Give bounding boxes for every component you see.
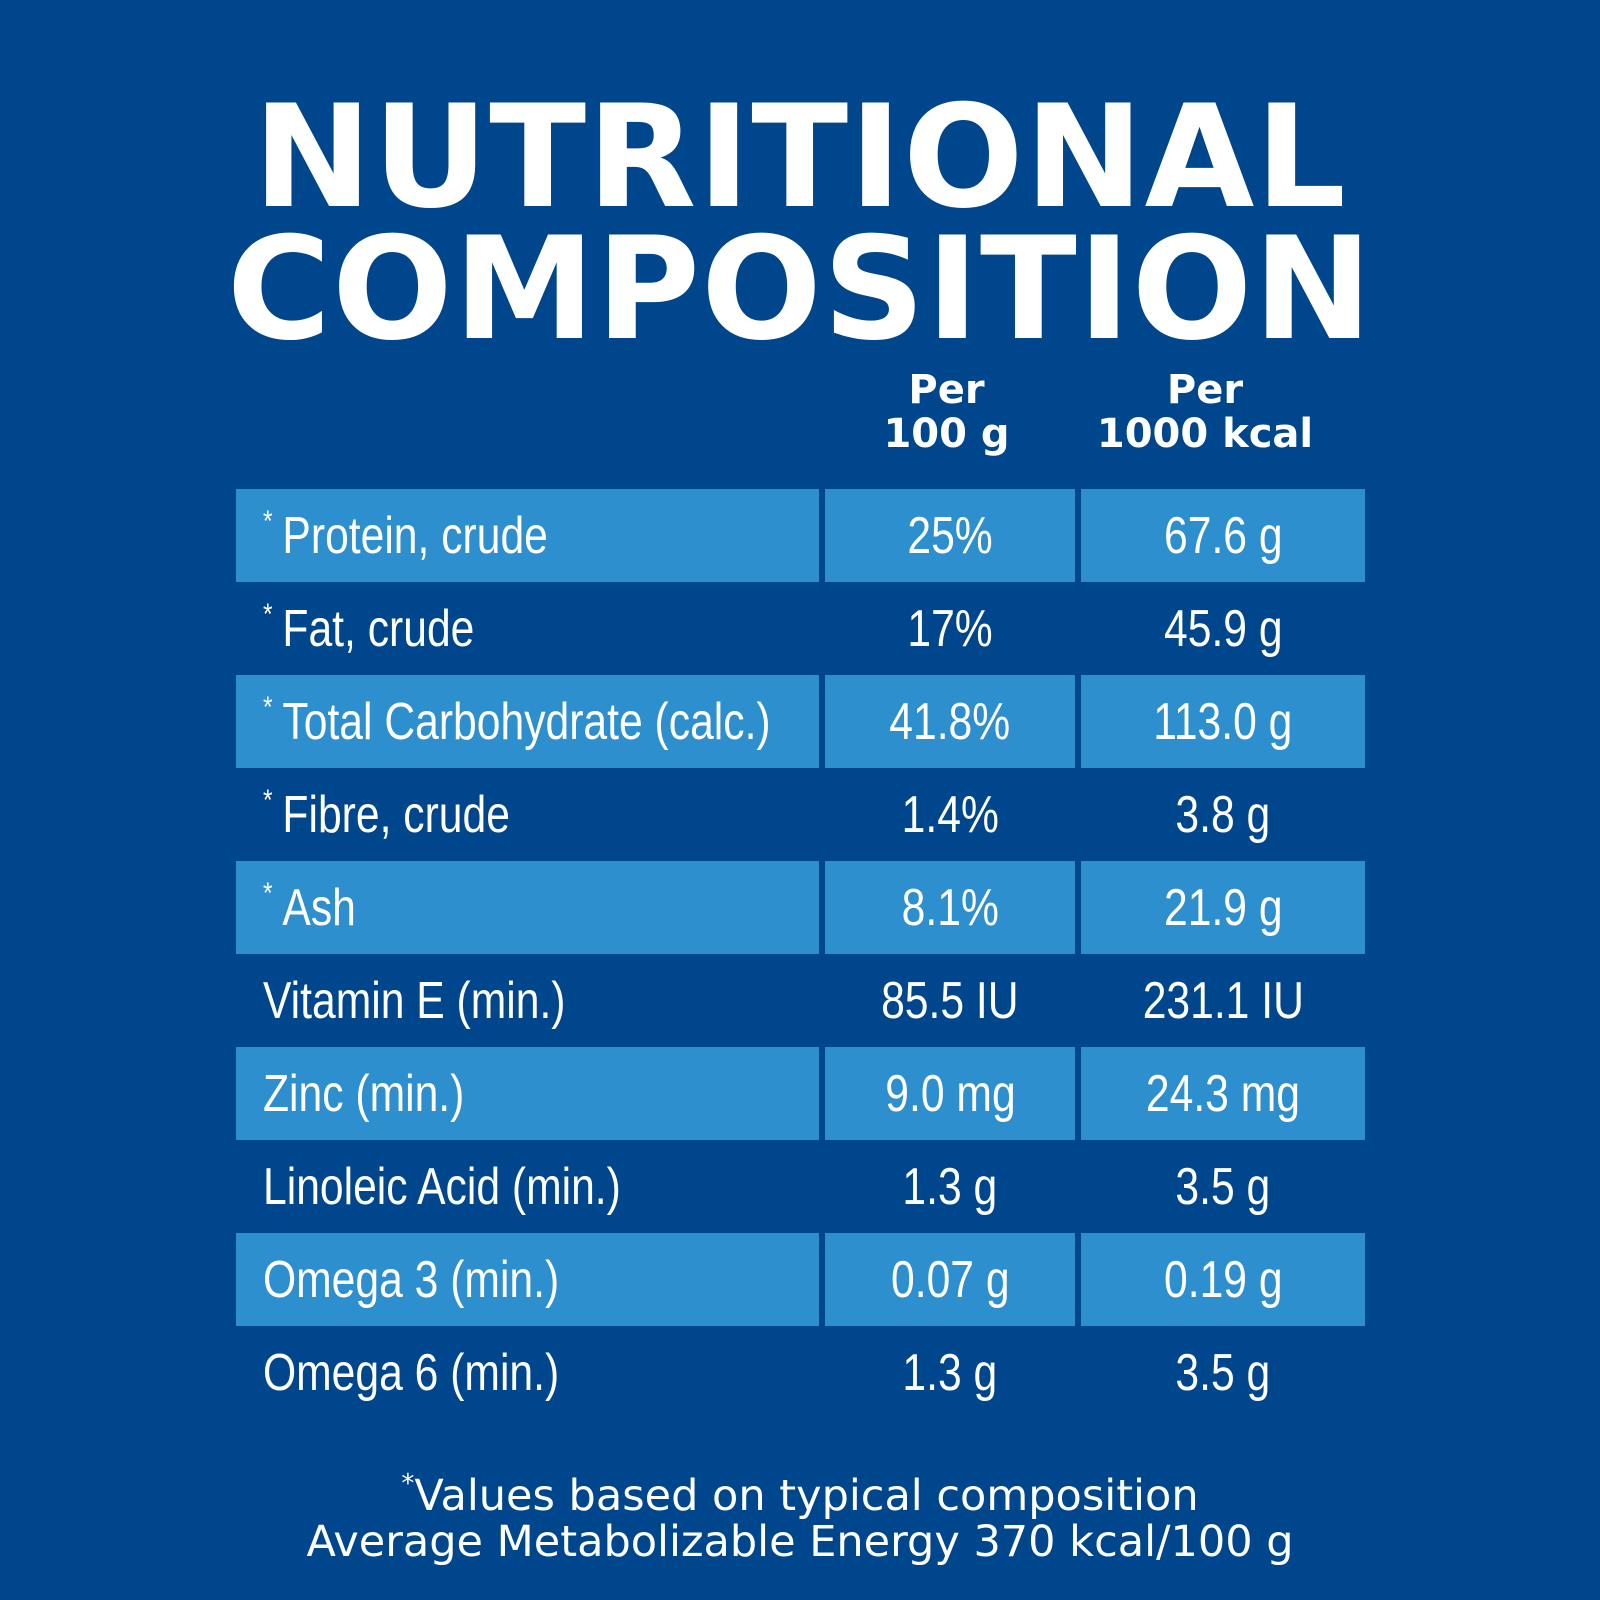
table-row: * Fat, crude 17% 45.9 g (236, 582, 1364, 675)
per-1000kcal-value: 3.5 g (1175, 1343, 1271, 1402)
asterisk-marker: * (263, 877, 273, 910)
asterisk-marker: * (263, 784, 273, 817)
nutrient-label-cell: Omega 3 (min.) (236, 1233, 819, 1326)
nutrition-table: * Protein, crude 25% 67.6 g * Fat, crude 1… (236, 489, 1365, 1419)
per-100g-value: 9.0 mg (884, 1064, 1016, 1123)
per-1000kcal-cell: 24.3 mg (1081, 1047, 1365, 1140)
nutrient-label-cell: Linoleic Acid (min.) (236, 1140, 819, 1233)
per-1000kcal-cell: 3.8 g (1081, 768, 1365, 861)
per-1000kcal-cell: 231.1 IU (1081, 954, 1365, 1047)
nutrient-label: Omega 6 (min.) (263, 1343, 560, 1402)
table-row: Omega 3 (min.) 0.07 g 0.19 g (236, 1233, 1365, 1326)
per-100g-cell: 1.3 g (825, 1140, 1075, 1233)
nutrient-label-cell: Omega 6 (min.) (236, 1326, 819, 1419)
per-1000kcal-cell: 3.5 g (1081, 1326, 1365, 1419)
per-1000kcal-value: 21.9 g (1163, 878, 1283, 937)
per-100g-value: 17% (907, 599, 993, 658)
title-line-2: COMPOSITION (226, 207, 1374, 372)
per-1000kcal-cell: 67.6 g (1081, 489, 1365, 582)
table-row: Zinc (min.) 9.0 mg 24.3 mg (236, 1047, 1365, 1140)
per-100g-value: 0.07 g (890, 1250, 1010, 1309)
per-1000kcal-value: 67.6 g (1163, 506, 1283, 565)
nutrient-label: Total Carbohydrate (calc.) (282, 693, 771, 751)
per-1000kcal-cell: 113.0 g (1081, 675, 1365, 768)
per-1000kcal-value: 3.8 g (1175, 785, 1271, 844)
per-100g-value: 1.3 g (902, 1157, 998, 1216)
per-100g-value: 8.1% (901, 878, 999, 937)
nutrient-label-cell: * Ash (236, 861, 819, 954)
column-header-per-100g: Per 100 g (824, 368, 1069, 456)
nutrient-label: Fibre, crude (282, 786, 510, 844)
per-100g-cell: 0.07 g (825, 1233, 1075, 1326)
nutrient-label: Linoleic Acid (min.) (263, 1157, 621, 1216)
nutrient-label: Fat, crude (282, 600, 475, 658)
nutrient-label-cell: Vitamin E (min.) (236, 954, 819, 1047)
column-header-per-1000kcal-line-2: 1000 kcal (1096, 411, 1314, 457)
asterisk-marker: * (263, 691, 273, 724)
per-1000kcal-cell: 0.19 g (1081, 1233, 1365, 1326)
nutrient-label: Ash (282, 879, 356, 937)
per-100g-cell: 1.3 g (825, 1326, 1075, 1419)
nutrient-label-cell: * Protein, crude (236, 489, 819, 582)
per-1000kcal-value: 24.3 mg (1145, 1064, 1301, 1123)
title-line-1: NUTRITIONAL (253, 75, 1347, 240)
per-100g-cell: 85.5 IU (825, 954, 1075, 1047)
nutrient-label: Zinc (min.) (263, 1064, 465, 1123)
per-1000kcal-cell: 45.9 g (1081, 582, 1365, 675)
table-row: * Fibre, crude 1.4% 3.8 g (236, 768, 1364, 861)
per-1000kcal-value: 45.9 g (1163, 599, 1283, 658)
per-100g-value: 41.8% (889, 692, 1011, 751)
per-100g-cell: 25% (825, 489, 1075, 582)
table-row: Linoleic Acid (min.) 1.3 g 3.5 g (236, 1140, 1364, 1233)
footnote-line-1: *Values based on typical composition (0, 1455, 1600, 1525)
per-1000kcal-value: 113.0 g (1153, 692, 1293, 751)
footnote-text-1: Values based on typical composition (414, 1471, 1199, 1521)
per-100g-value: 1.3 g (902, 1343, 998, 1402)
footnote-line-2: Average Metabolizable Energy 370 kcal/10… (306, 1517, 1294, 1567)
column-header-per-100g-line-2: 100 g (883, 411, 1010, 457)
asterisk-marker: * (263, 505, 273, 538)
nutrient-label-cell: Zinc (min.) (236, 1047, 819, 1140)
asterisk-marker: * (263, 598, 273, 631)
per-100g-value: 85.5 IU (881, 971, 1019, 1030)
per-100g-cell: 41.8% (825, 675, 1075, 768)
nutrient-label-cell: * Fibre, crude (236, 768, 819, 861)
table-row: Omega 6 (min.) 1.3 g 3.5 g (236, 1326, 1364, 1419)
table-row: Vitamin E (min.) 85.5 IU 231.1 IU (236, 954, 1364, 1047)
nutrient-label: Omega 3 (min.) (263, 1250, 560, 1309)
column-header-per-1000kcal: Per 1000 kcal (1080, 368, 1330, 456)
footnote-asterisk: * (401, 1469, 415, 1499)
column-header-per-1000kcal-line-1: Per (1166, 367, 1244, 413)
per-1000kcal-value: 3.5 g (1175, 1157, 1271, 1216)
per-100g-cell: 9.0 mg (825, 1047, 1075, 1140)
per-100g-cell: 1.4% (825, 768, 1075, 861)
per-100g-value: 25% (907, 506, 993, 565)
per-100g-cell: 8.1% (825, 861, 1075, 954)
table-row: * Protein, crude 25% 67.6 g (236, 489, 1365, 582)
per-1000kcal-cell: 21.9 g (1081, 861, 1365, 954)
nutrient-label: Vitamin E (min.) (263, 971, 566, 1030)
column-header-per-100g-line-1: Per (908, 367, 985, 413)
nutrient-label-cell: * Fat, crude (236, 582, 819, 675)
per-1000kcal-value: 231.1 IU (1142, 971, 1304, 1030)
nutrient-label-cell: * Total Carbohydrate (calc.) (236, 675, 819, 768)
per-100g-value: 1.4% (901, 785, 999, 844)
nutrient-label: Protein, crude (282, 507, 548, 565)
table-row: * Total Carbohydrate (calc.) 41.8% 113.0 … (236, 675, 1365, 768)
per-1000kcal-cell: 3.5 g (1081, 1140, 1365, 1233)
per-100g-cell: 17% (825, 582, 1075, 675)
table-row: * Ash 8.1% 21.9 g (236, 861, 1365, 954)
per-1000kcal-value: 0.19 g (1163, 1250, 1283, 1309)
